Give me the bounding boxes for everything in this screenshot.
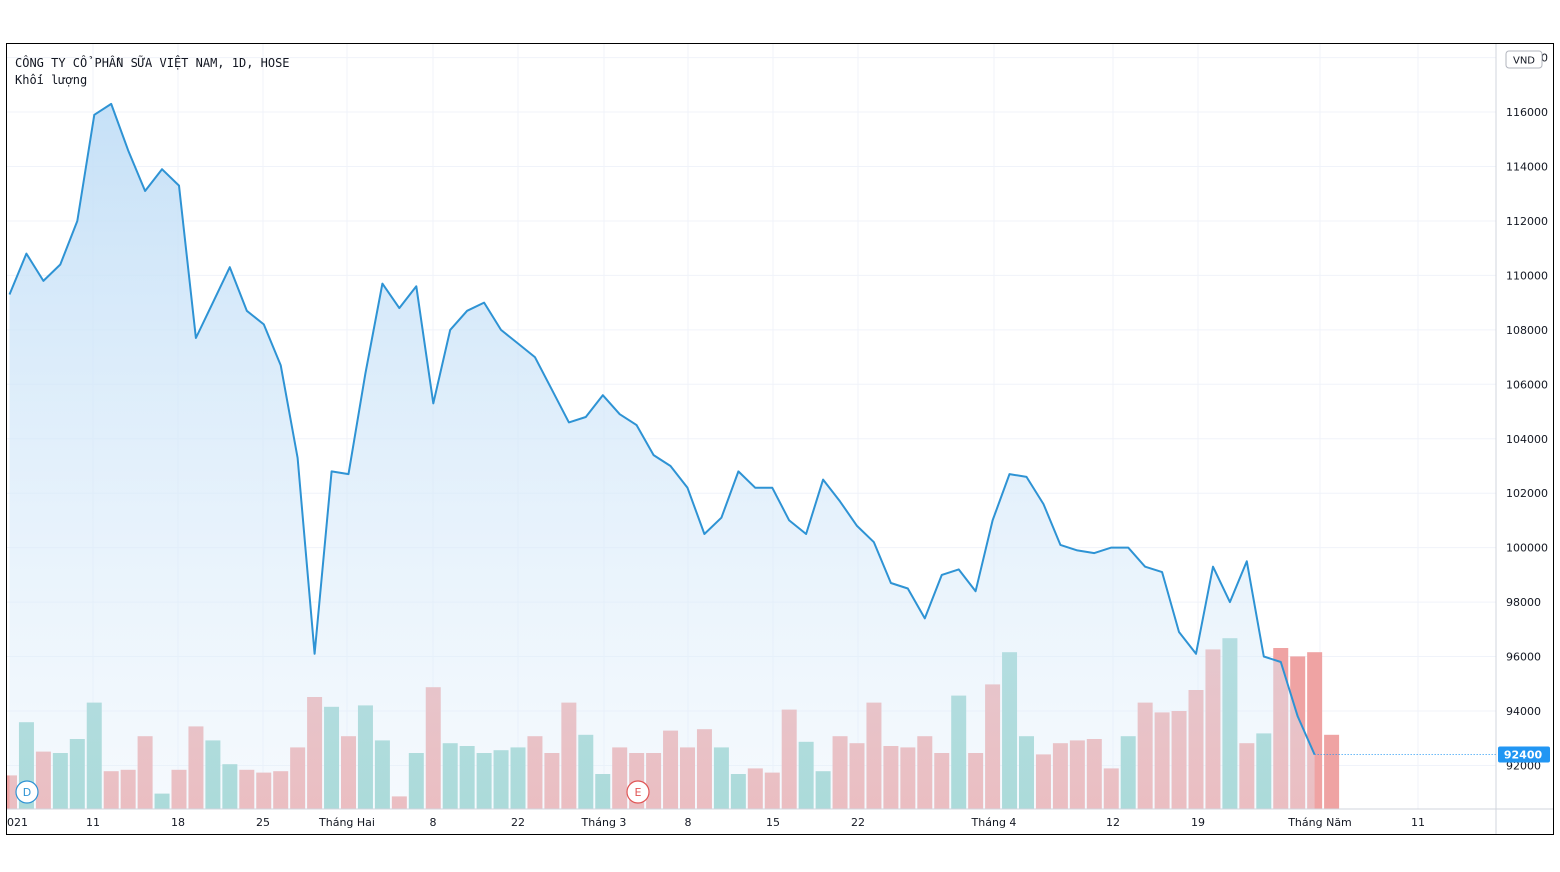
time-axis-tick: 8	[430, 816, 437, 829]
time-axis-tick: 11	[1411, 816, 1425, 829]
price-axis-tick: 98000	[1506, 596, 1541, 609]
time-axis-tick: Tháng 4	[971, 816, 1017, 829]
price-line	[8, 102, 1316, 756]
time-axis-tick: Tháng 3	[581, 816, 627, 829]
time-axis-tick: 12	[1106, 816, 1120, 829]
time-axis-tick: 19	[1191, 816, 1205, 829]
price-chart[interactable]: 1180001160001140001120001100001080001060…	[7, 44, 1553, 834]
price-axis-tick: 102000	[1506, 487, 1548, 500]
chart-frame: 1180001160001140001120001100001080001060…	[6, 43, 1554, 835]
time-axis-tick: 22	[511, 816, 525, 829]
time-axis-tick: 8	[685, 816, 692, 829]
volume-bar	[1324, 734, 1340, 809]
currency-badge[interactable]: VND	[1505, 50, 1543, 69]
earnings-marker[interactable]: E	[626, 780, 650, 804]
price-axis-tick: 110000	[1506, 269, 1548, 282]
time-axis-tick: 11	[86, 816, 100, 829]
price-area	[9, 103, 1315, 809]
last-price-tag: 92400	[1498, 746, 1550, 763]
price-axis-tick: 96000	[1506, 651, 1541, 664]
time-axis-tick: Tháng Hai	[318, 816, 375, 829]
time-axis-tick: 25	[256, 816, 270, 829]
price-axis-tick: 92000	[1506, 759, 1541, 772]
time-axis[interactable]: 021 11 18 25 Tháng Hai 8 22 Tháng 3 8 15 22 Tháng 4…	[7, 816, 1425, 829]
price-axis-tick: 114000	[1506, 161, 1548, 174]
price-axis-tick: 94000	[1506, 705, 1541, 718]
time-axis-tick: 22	[851, 816, 865, 829]
price-axis-tick: 106000	[1506, 378, 1548, 391]
price-axis[interactable]: 1180001160001140001120001100001080001060…	[1506, 52, 1548, 773]
time-axis-tick: 021	[7, 816, 28, 829]
time-axis-tick: 15	[766, 816, 780, 829]
legend-volume-label: Khối lượng	[15, 73, 88, 87]
earnings-marker-label: E	[635, 786, 642, 799]
last-price-value: 92400	[1504, 749, 1543, 762]
time-axis-tick: Tháng Năm	[1287, 816, 1352, 829]
price-axis-tick: 108000	[1506, 324, 1548, 337]
price-axis-tick: 116000	[1506, 106, 1548, 119]
price-axis-tick: 112000	[1506, 215, 1548, 228]
price-axis-tick: 104000	[1506, 433, 1548, 446]
dividend-marker[interactable]: D	[15, 780, 39, 804]
legend-title: CÔNG TY CỔ PHẦN SỮA VIỆT NAM, 1D, HOSE	[15, 56, 290, 70]
time-axis-tick: 18	[171, 816, 185, 829]
price-axis-tick: 100000	[1506, 542, 1548, 555]
currency-label: VND	[1513, 56, 1535, 67]
dividend-marker-label: D	[23, 786, 31, 799]
